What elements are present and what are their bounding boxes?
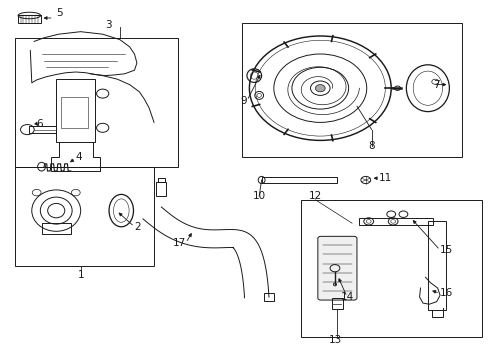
Bar (56, 79, 95, 142)
Bar (15, 38, 178, 167)
Bar (41, 223, 71, 234)
Bar (18, 15, 41, 23)
Text: 17: 17 (172, 238, 185, 248)
Text: 15: 15 (439, 245, 452, 255)
Bar (156, 182, 166, 196)
Bar (261, 177, 337, 183)
Text: 13: 13 (327, 335, 341, 345)
Text: 16: 16 (439, 288, 452, 298)
Circle shape (315, 85, 325, 92)
Bar (358, 218, 432, 225)
Text: 11: 11 (378, 173, 391, 183)
Text: 1: 1 (77, 270, 84, 280)
Text: 12: 12 (308, 191, 322, 201)
FancyBboxPatch shape (317, 236, 356, 300)
Bar (61, 97, 88, 128)
Bar (427, 221, 446, 310)
Text: 7: 7 (432, 80, 439, 90)
Bar (158, 178, 164, 182)
Text: 9: 9 (240, 96, 246, 106)
Bar (15, 167, 154, 266)
Text: 4: 4 (76, 152, 82, 162)
Text: 10: 10 (252, 191, 265, 201)
Text: 8: 8 (367, 141, 374, 151)
Text: 2: 2 (134, 222, 141, 232)
Text: 6: 6 (37, 119, 43, 129)
Text: 3: 3 (105, 20, 112, 30)
Text: 5: 5 (56, 8, 63, 18)
Bar (264, 293, 273, 301)
Bar (29, 126, 56, 133)
Bar (331, 298, 343, 309)
Bar (242, 23, 461, 157)
Bar (300, 200, 481, 337)
Text: 14: 14 (340, 292, 353, 302)
